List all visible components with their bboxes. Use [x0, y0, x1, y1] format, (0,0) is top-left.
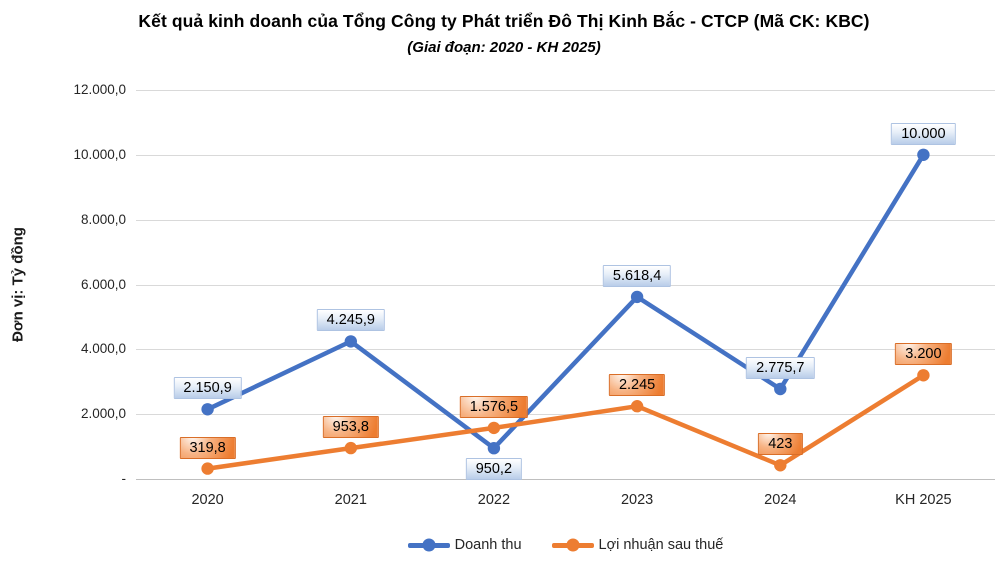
legend: Doanh thu Lợi nhuận sau thuế — [136, 533, 995, 557]
legend-label: Lợi nhuận sau thuế — [598, 537, 724, 553]
gridline — [136, 414, 995, 416]
data-point-marker-loi-nhuan-sau-thue-2023 — [630, 400, 644, 413]
series-line-loi-nhuan-sau-thue — [205, 373, 926, 471]
y-tick-label: 2.000,0 — [80, 406, 126, 422]
plot-area: 2.150,9 4.245,9 950,2 5.618,4 2.775,7 10.000 3… — [136, 90, 995, 481]
x-axis-label: 2020 — [191, 492, 224, 508]
data-label: 950,2 — [465, 458, 523, 481]
data-label: 953,8 — [322, 416, 379, 439]
x-axis-labels: 2020 2021 2022 2023 2024 KH 2025 — [136, 492, 995, 512]
data-point-marker-loi-nhuan-sau-thue-2024 — [774, 459, 787, 472]
data-label: 2.150,9 — [173, 377, 242, 400]
legend-dot-icon — [566, 538, 580, 552]
legend-label: Doanh thu — [454, 537, 522, 553]
line-chart-svg — [201, 148, 930, 475]
data-label: 10.000 — [891, 122, 956, 145]
x-axis-label: 2021 — [334, 492, 367, 508]
y-tick-label: 10.000,0 — [73, 146, 126, 162]
data-label: 2.775,7 — [746, 357, 815, 379]
data-point-marker-loi-nhuan-sau-thue-2022 — [487, 421, 501, 435]
data-label: 2.245 — [608, 374, 666, 397]
gridline — [136, 154, 995, 156]
data-label: 4.245,9 — [316, 309, 385, 332]
data-point-marker-doanh-thu-2021 — [344, 335, 357, 348]
data-point-marker-doanh-thu-2024 — [774, 382, 787, 396]
data-point-marker-loi-nhuan-sau-thue-2021 — [344, 441, 357, 455]
y-tick-label: 6.000,0 — [80, 276, 126, 292]
x-axis-label: KH 2025 — [895, 492, 952, 508]
y-tick-label: - — [121, 471, 127, 486]
y-tick-label: 12.000,0 — [73, 82, 126, 97]
legend-dot-icon — [422, 538, 436, 552]
gridline — [136, 349, 995, 351]
chart-title: Kết quả kinh doanh của Tổng Công ty Phát… — [138, 11, 870, 31]
gridline — [136, 284, 995, 286]
legend-marker-icon — [407, 538, 450, 552]
x-axis-label: 2024 — [764, 492, 797, 508]
legend-item-doanh-thu: Doanh thu — [407, 537, 522, 553]
data-point-marker-doanh-thu-2020 — [201, 403, 214, 416]
data-label: 319,8 — [179, 436, 236, 459]
data-label: 423 — [758, 433, 803, 456]
data-point-marker-loi-nhuan-sau-thue-KH 2025 — [917, 369, 930, 382]
data-point-marker-doanh-thu-KH 2025 — [917, 148, 930, 161]
y-tick-label: 8.000,0 — [80, 211, 126, 227]
y-tick-label: 4.000,0 — [80, 341, 126, 357]
gridline — [136, 219, 995, 221]
y-axis-tick-labels: 12.000,0 10.000,0 8.000,0 6.000,0 4.000,0 2.0… — [0, 82, 126, 486]
data-point-marker-doanh-thu-2022 — [487, 442, 501, 455]
data-point-marker-doanh-thu-2023 — [630, 290, 644, 304]
x-axis-line — [136, 479, 995, 480]
data-label: 3.200 — [895, 343, 952, 366]
data-label: 1.576,5 — [459, 395, 529, 418]
x-axis-label: 2023 — [620, 492, 654, 508]
legend-marker-icon — [551, 538, 594, 552]
gridline — [136, 90, 995, 91]
data-label: 5.618,4 — [602, 264, 672, 287]
x-axis-label: 2022 — [477, 492, 511, 508]
series-line-doanh-thu — [205, 152, 926, 451]
legend-item-loi-nhuan-sau-thue: Lợi nhuận sau thuế — [551, 537, 724, 553]
data-point-marker-loi-nhuan-sau-thue-2020 — [201, 462, 214, 475]
chart-subtitle: (Giai đoạn: 2020 - KH 2025) — [407, 39, 601, 56]
